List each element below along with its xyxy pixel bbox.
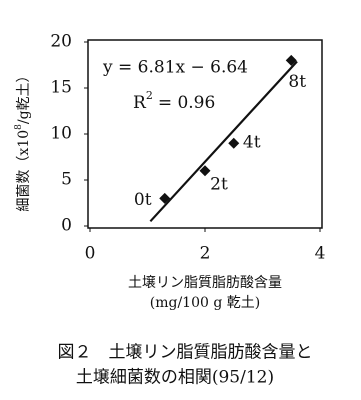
y-tick-label: 5 — [61, 170, 72, 190]
caption: 図２ 土壌リン脂質脂肪酸含量と — [58, 343, 313, 363]
point-label: 8t — [288, 72, 306, 92]
point — [159, 192, 171, 204]
point-label: 0t — [134, 190, 152, 210]
x-tick-label: 2 — [200, 244, 211, 264]
trend-line — [149, 60, 298, 223]
y-tick-label: 15 — [50, 78, 72, 98]
point — [228, 137, 240, 149]
x-tick-label: 0 — [85, 244, 96, 264]
caption: 土壌細菌数の相関(95/12) — [76, 368, 274, 388]
x-axis-label: 土壌リン脂質脂肪酸含量 — [128, 275, 282, 291]
point-label: 2t — [210, 174, 228, 194]
equation: y = 6.81x − 6.64 — [102, 58, 248, 78]
y-tick-label: 10 — [50, 124, 72, 144]
y-tick-label: 0 — [61, 216, 72, 236]
y-tick-label: 20 — [50, 32, 72, 52]
point-label: 4t — [243, 133, 261, 153]
point — [199, 165, 211, 177]
point — [285, 54, 297, 66]
x-axis-label: (mg/100 g 乾土) — [150, 295, 260, 311]
x-tick-label: 4 — [315, 244, 326, 264]
y-axis-label: 細菌数（x108/g乾土） — [14, 68, 33, 211]
r-squared: R2 = 0.96 — [133, 89, 215, 113]
